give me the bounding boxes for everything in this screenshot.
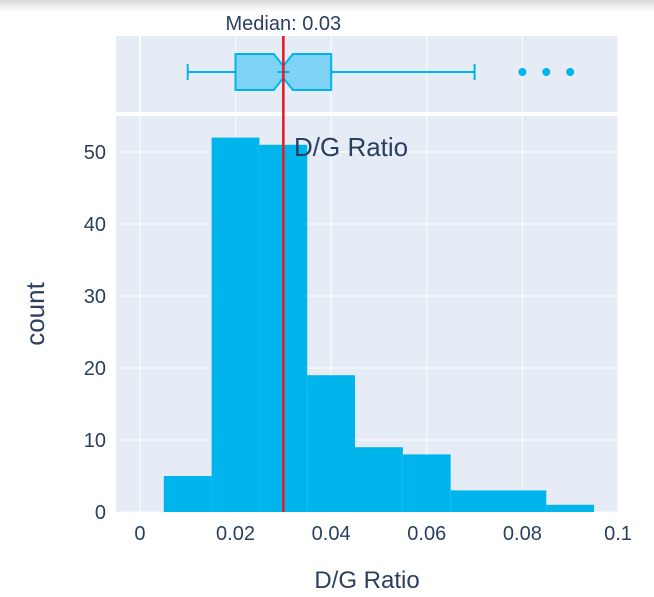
chart-annotation: D/G Ratio [294, 132, 408, 162]
boxplot-outlier [518, 68, 527, 76]
x-tick-label: 0.06 [407, 523, 446, 545]
median-label: Median: 0.03 [226, 13, 342, 35]
boxplot-panel [116, 36, 618, 112]
histogram-bar [450, 490, 547, 512]
x-tick-label: 0.04 [312, 523, 351, 545]
boxplot-outlier [566, 68, 575, 76]
y-tick-labels: 0 10 20 30 40 50 [84, 142, 106, 524]
y-tick-label: 30 [84, 286, 106, 308]
histogram-bar [163, 476, 212, 512]
x-tick-label: 0.08 [503, 523, 542, 545]
histogram-bars [163, 137, 595, 513]
x-tick-label: 0 [134, 523, 145, 545]
y-tick-label: 50 [84, 142, 106, 164]
histogram-bar [546, 504, 595, 512]
histogram-bar [402, 454, 451, 512]
y-tick-label: 0 [95, 502, 106, 524]
x-tick-label: 0.1 [604, 523, 632, 545]
x-tick-labels: 0 0.02 0.04 0.06 0.08 0.1 [134, 523, 632, 545]
histogram-bar [307, 375, 356, 512]
y-tick-label: 10 [84, 430, 106, 452]
y-tick-label: 20 [84, 358, 106, 380]
boxplot-outlier [542, 68, 551, 76]
histogram-panel [116, 116, 618, 512]
x-tick-label: 0.02 [216, 523, 255, 545]
y-axis-title: count [20, 281, 50, 345]
y-tick-label: 40 [84, 214, 106, 236]
x-axis-title: D/G Ratio [314, 567, 419, 594]
histogram-bar [211, 137, 260, 512]
histogram-bar [355, 447, 403, 512]
top-shadow [0, 0, 654, 12]
